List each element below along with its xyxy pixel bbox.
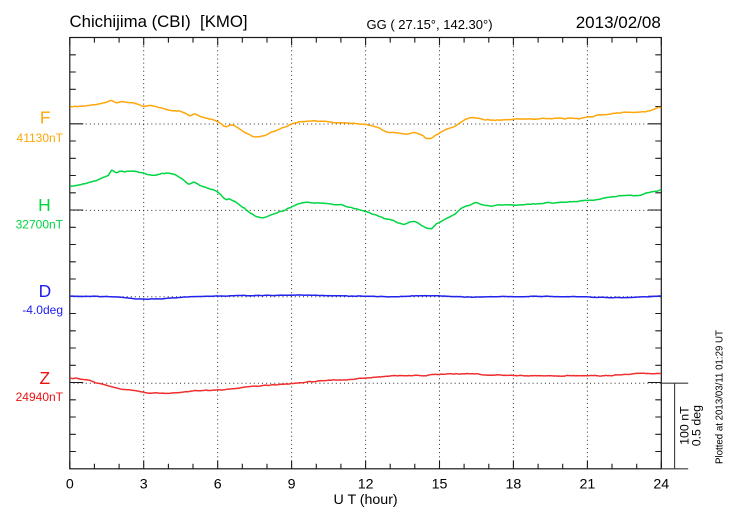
svg-text:18: 18	[506, 476, 522, 492]
svg-text:15: 15	[432, 476, 448, 492]
svg-text:H: H	[38, 195, 51, 215]
svg-text:0.5 deg: 0.5 deg	[690, 405, 704, 446]
svg-text:9: 9	[288, 476, 296, 492]
svg-text:12: 12	[358, 476, 374, 492]
svg-text:D: D	[39, 281, 52, 301]
svg-text:21: 21	[580, 476, 596, 492]
svg-text:24: 24	[653, 476, 669, 492]
svg-text:F: F	[40, 107, 51, 127]
svg-text:U T (hour): U T (hour)	[334, 492, 398, 508]
svg-text:2013/02/08: 2013/02/08	[576, 13, 661, 32]
svg-text:3: 3	[140, 476, 148, 492]
svg-text:-4.0deg: -4.0deg	[22, 303, 63, 317]
svg-text:6: 6	[214, 476, 222, 492]
svg-text:32700nT: 32700nT	[16, 217, 64, 231]
svg-text:Chichijima (CBI) [KMO]: Chichijima (CBI) [KMO]	[70, 12, 248, 31]
svg-text:100 nT: 100 nT	[678, 406, 692, 445]
svg-text:Plotted at 2013/03/11 01:29 UT: Plotted at 2013/03/11 01:29 UT	[715, 330, 726, 464]
svg-text:Z: Z	[39, 368, 50, 388]
svg-text:24940nT: 24940nT	[16, 390, 64, 404]
svg-text:0: 0	[66, 476, 74, 492]
svg-text:41130nT: 41130nT	[17, 131, 64, 145]
svg-text:GG ( 27.15°, 142.30°): GG ( 27.15°, 142.30°)	[367, 17, 493, 32]
